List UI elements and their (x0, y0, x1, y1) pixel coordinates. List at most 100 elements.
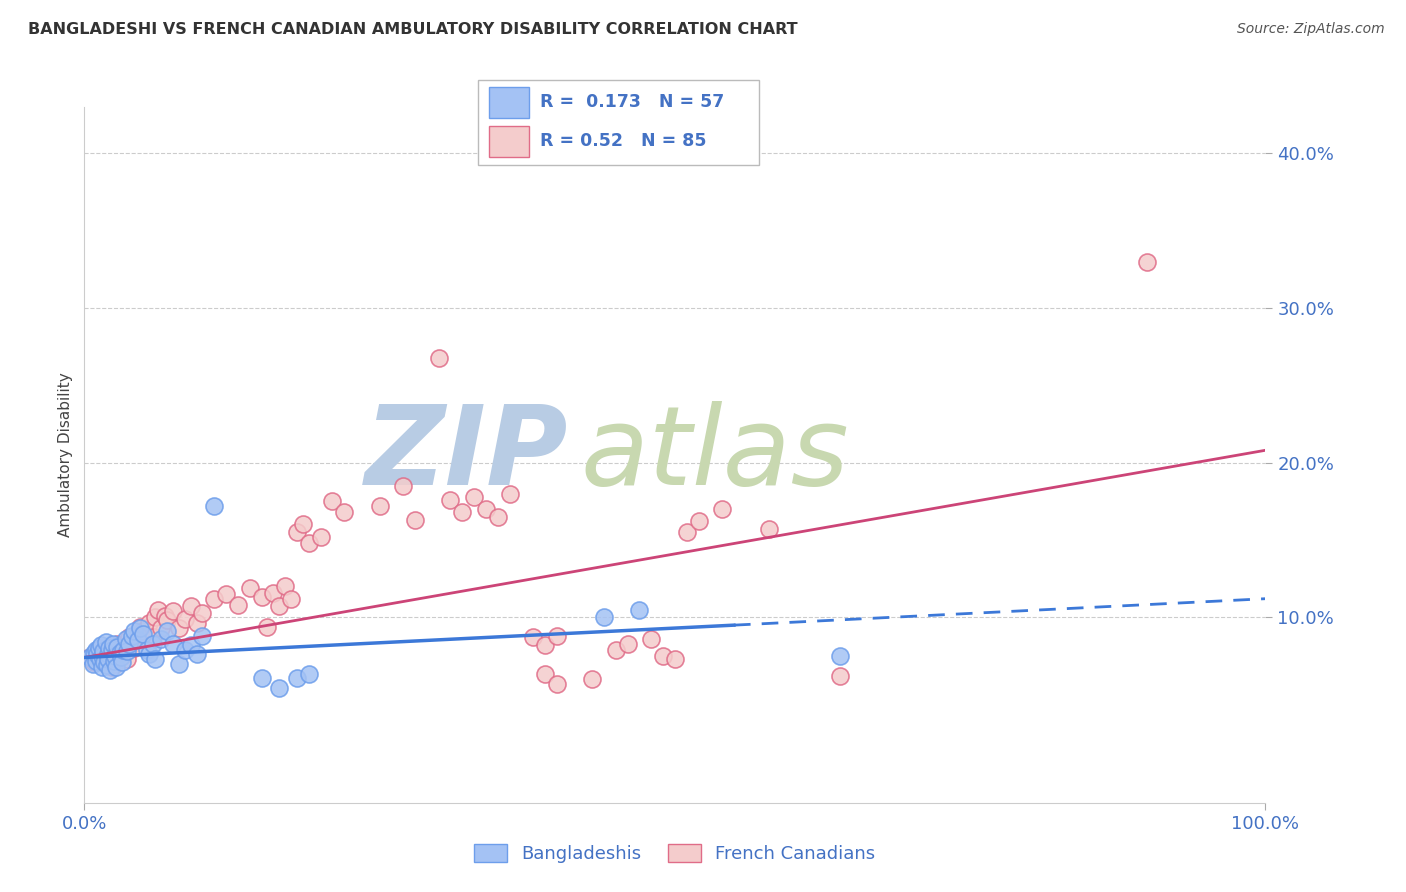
Point (605, 642, 627, 657)
Point (114, 644, 136, 658)
Point (97, 652, 120, 666)
Point (150, 632, 173, 646)
Point (121, 629, 143, 643)
Point (87, 648, 110, 663)
Point (111, 655, 134, 669)
Point (262, 585, 284, 599)
Point (84, 642, 107, 657)
Point (112, 638, 135, 652)
Point (84, 646, 107, 660)
Point (640, 632, 662, 646)
Point (105, 659, 128, 673)
Text: R =  0.173   N = 57: R = 0.173 N = 57 (540, 94, 724, 112)
Point (96, 658, 118, 673)
Point (546, 629, 568, 643)
Point (153, 608, 176, 623)
Point (156, 624, 179, 639)
Point (91, 648, 114, 662)
Point (285, 671, 308, 685)
Point (486, 509, 509, 524)
Point (91, 644, 114, 658)
Point (103, 654, 125, 668)
FancyBboxPatch shape (489, 126, 529, 157)
Point (142, 631, 165, 645)
Point (105, 642, 128, 657)
Point (138, 648, 160, 662)
Point (475, 502, 498, 516)
Point (368, 499, 391, 513)
Point (156, 613, 179, 627)
Point (333, 505, 356, 519)
Point (451, 505, 474, 519)
Point (111, 648, 134, 663)
Point (628, 602, 651, 616)
Point (127, 627, 149, 641)
Point (522, 631, 544, 645)
Text: BANGLADESHI VS FRENCH CANADIAN AMBULATORY DISABILITY CORRELATION CHART: BANGLADESHI VS FRENCH CANADIAN AMBULATOR… (28, 22, 797, 37)
Point (291, 517, 314, 532)
Point (830, 648, 852, 663)
Point (82, 657, 104, 671)
Point (180, 599, 202, 614)
Point (136, 642, 159, 657)
Point (167, 657, 190, 671)
Point (534, 638, 557, 652)
Point (132, 627, 155, 641)
Point (98, 641, 121, 656)
Point (675, 525, 697, 540)
Point (280, 591, 302, 606)
Point (427, 351, 450, 365)
Point (321, 494, 343, 508)
Point (98, 646, 121, 660)
Point (143, 652, 166, 666)
Point (94, 654, 117, 668)
Point (269, 599, 291, 614)
Point (191, 606, 214, 620)
Point (167, 621, 190, 635)
Point (101, 636, 124, 650)
Text: ZIP: ZIP (366, 401, 568, 508)
Point (97, 648, 120, 662)
Point (534, 667, 557, 681)
Point (98, 652, 121, 666)
Legend: Bangladeshis, French Canadians: Bangladeshis, French Canadians (467, 837, 883, 871)
Text: atlas: atlas (581, 401, 849, 508)
FancyBboxPatch shape (478, 80, 759, 165)
Point (97, 650, 120, 665)
Point (581, 672, 603, 686)
Point (830, 669, 852, 683)
Point (546, 677, 568, 691)
Point (173, 612, 195, 626)
Point (664, 652, 686, 666)
Point (191, 629, 214, 643)
Point (616, 636, 638, 650)
Point (143, 610, 166, 624)
Point (89, 652, 111, 666)
Point (256, 619, 278, 633)
Point (94, 635, 117, 649)
Point (274, 579, 297, 593)
Text: R = 0.52   N = 85: R = 0.52 N = 85 (540, 132, 706, 150)
Point (115, 652, 138, 666)
Point (186, 648, 208, 662)
Point (173, 642, 195, 657)
Point (688, 515, 710, 529)
Point (439, 492, 461, 507)
Point (104, 657, 127, 671)
Point (498, 486, 520, 500)
Point (298, 536, 321, 550)
Point (128, 619, 150, 633)
Point (91, 659, 114, 673)
Point (593, 610, 616, 624)
Point (226, 598, 249, 612)
Point (202, 591, 225, 606)
Point (90, 638, 112, 652)
Point (107, 640, 129, 654)
Point (87, 641, 110, 656)
Point (91, 642, 114, 657)
Point (150, 621, 173, 635)
Point (309, 530, 332, 544)
Point (298, 667, 321, 681)
Point (83, 646, 105, 660)
Point (1136, 254, 1159, 268)
